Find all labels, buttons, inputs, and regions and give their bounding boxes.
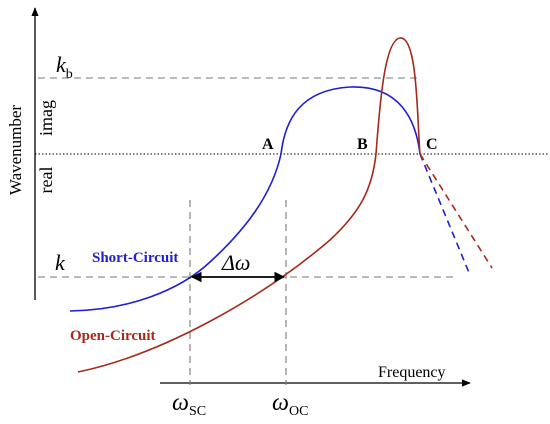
open-circuit-curve-extension bbox=[419, 153, 493, 269]
kb-label: kb bbox=[56, 52, 73, 82]
omega-sc-label: ωSC bbox=[172, 390, 206, 419]
imag-region-label: imag bbox=[36, 100, 56, 136]
omega-oc-label: ωOC bbox=[272, 390, 308, 419]
point-c-label: C bbox=[426, 136, 438, 153]
x-axis-label: Frequency bbox=[378, 364, 446, 381]
point-b-label: B bbox=[357, 136, 368, 153]
real-region-label: real bbox=[36, 167, 56, 194]
open-circuit-curve bbox=[77, 37, 421, 373]
short-circuit-curve bbox=[69, 86, 421, 312]
short-circuit-label: Short-Circuit bbox=[92, 250, 178, 266]
open-circuit-label: Open-Circuit bbox=[70, 328, 156, 344]
k-label: k bbox=[55, 250, 66, 275]
short-circuit-curve-extension bbox=[419, 153, 471, 276]
point-a-label: A bbox=[262, 136, 274, 153]
y-axis-label: Wavenumber bbox=[6, 105, 25, 196]
delta-omega-label: Δω bbox=[221, 250, 250, 275]
